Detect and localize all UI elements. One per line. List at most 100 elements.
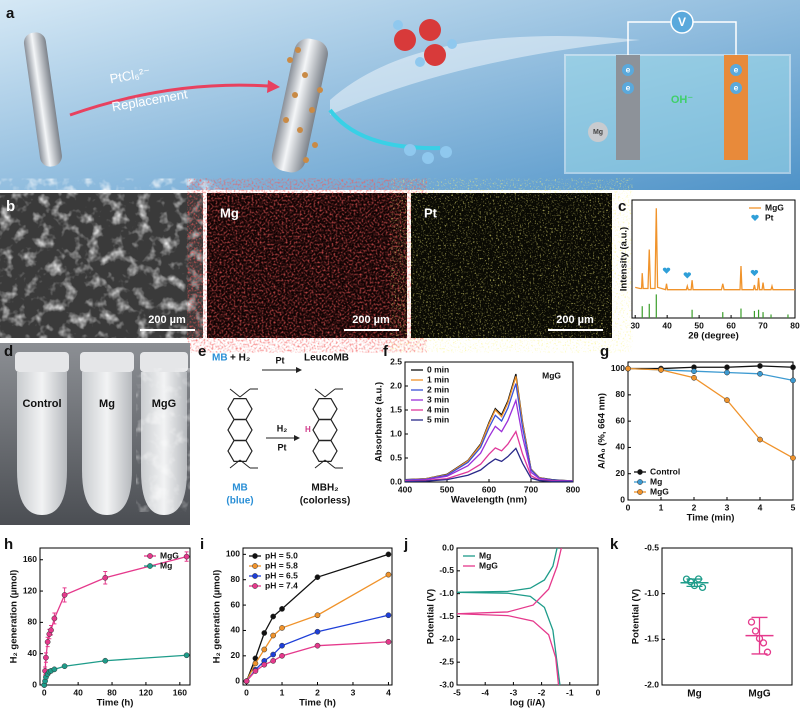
legend-label: 2 min [427, 384, 449, 394]
x-tick-label: -2 [538, 687, 546, 697]
marker [102, 574, 109, 581]
y-axis-label: Absorbance (a.u.) [374, 382, 385, 462]
marker [61, 592, 68, 598]
x-tick-label: -1 [566, 687, 574, 697]
coated-rod [271, 38, 328, 173]
marker [252, 660, 259, 667]
x-tick-label: 160 [173, 687, 187, 697]
electron-label: e [734, 82, 739, 92]
marker [270, 658, 277, 664]
y-tick-label: 40 [28, 648, 38, 658]
x-tick-label: 50 [694, 320, 704, 330]
legend-label: MgG [160, 550, 179, 560]
marker [44, 639, 51, 645]
marker [750, 270, 759, 277]
sd-bar [686, 578, 703, 588]
mg-ion [588, 122, 608, 142]
x-tick-label: 80 [107, 687, 117, 697]
panel-label: b [6, 198, 15, 215]
x-tick-label: 4 [386, 687, 391, 697]
x-tick-label: 0 [626, 502, 631, 512]
x-tick-label: 600 [482, 484, 496, 494]
marker [757, 436, 763, 443]
y-tick-label: 80 [231, 574, 241, 584]
marker [51, 666, 58, 673]
marker [279, 625, 285, 631]
y-tick-label: 60 [231, 599, 241, 609]
x-axis-label: Wavelength (nm) [451, 495, 527, 506]
series-line [456, 547, 561, 686]
reagent-label: PtCl₆²⁻ [109, 64, 152, 86]
y-tick-label: 0 [620, 494, 625, 504]
x-tick-label: 500 [440, 484, 454, 494]
map-label: Mg [220, 205, 239, 220]
mg-rod [23, 32, 62, 167]
legend-label: pH = 5.8 [265, 560, 298, 570]
x-tick-label: 2 [692, 502, 697, 512]
x-tick-label: Mg [687, 689, 701, 700]
x-tick-label: 0 [596, 687, 601, 697]
marker [261, 646, 268, 653]
marker [691, 374, 697, 381]
y-tick-label: 100 [226, 549, 240, 559]
y-tick-label: 0.0 [390, 476, 402, 486]
marker [279, 652, 285, 659]
marker [625, 365, 631, 372]
marker [790, 364, 796, 371]
x-tick-label: 4 [758, 502, 763, 512]
y-tick-label: 2.0 [390, 380, 402, 390]
reactant-label: MB [212, 353, 228, 364]
eds-mg-texture [207, 193, 407, 338]
y-tick-label: -1.0 [439, 588, 454, 598]
x-tick-label: MgG [748, 689, 770, 700]
electrons [622, 64, 742, 94]
panel-label: k [610, 536, 619, 553]
x-tick-label: 40 [662, 320, 672, 330]
scale-label: 200 µm [352, 314, 390, 326]
marker [314, 574, 321, 581]
pt-particles [283, 47, 323, 163]
legend-label: Pt [765, 212, 774, 222]
marker [724, 369, 730, 376]
y-tick-label: 1.0 [390, 428, 402, 438]
legend-marker [252, 553, 258, 559]
marker [279, 606, 285, 612]
series-line [404, 383, 574, 482]
y-tick-label: 2.5 [390, 356, 402, 366]
legend-label: pH = 7.4 [265, 580, 298, 590]
x-axis-label: 2θ (degree) [688, 331, 739, 342]
series-line [404, 447, 573, 483]
y-axis-label: Potential (V) [426, 589, 437, 644]
beaker [564, 54, 791, 174]
y-tick-label: 100 [611, 363, 625, 373]
marker [385, 571, 392, 578]
y-tick-label: 1.5 [390, 404, 402, 414]
marker [385, 639, 392, 645]
series-line [404, 430, 574, 483]
x-tick-label: 120 [139, 687, 153, 697]
y-tick-label: -3.0 [439, 679, 454, 689]
x-tick-label: 0 [244, 687, 249, 697]
voltmeter-label: V [678, 15, 686, 29]
arrow-head [296, 367, 302, 373]
legend-marker [252, 563, 258, 569]
arrow-label: H₂ [277, 423, 288, 433]
legend-label: 5 min [427, 414, 449, 424]
marker [314, 612, 321, 619]
marker [102, 657, 109, 664]
tube-label: Control [22, 398, 61, 410]
marker [790, 377, 796, 384]
x-tick-label: 40 [73, 687, 83, 697]
x-tick-label: 2 [315, 687, 320, 697]
marker [61, 663, 68, 670]
y-axis-label: Potential (V) [631, 589, 642, 644]
legend-label: MgG [765, 202, 784, 212]
x-tick-label: 5 [791, 502, 796, 512]
y-axis-label: Intensity (a.u.) [619, 227, 630, 291]
flow-swoosh [330, 36, 640, 115]
y-tick-label: 120 [23, 585, 37, 595]
compound-note: (blue) [226, 496, 253, 507]
electron-label: e [734, 64, 739, 74]
marker [48, 627, 54, 634]
